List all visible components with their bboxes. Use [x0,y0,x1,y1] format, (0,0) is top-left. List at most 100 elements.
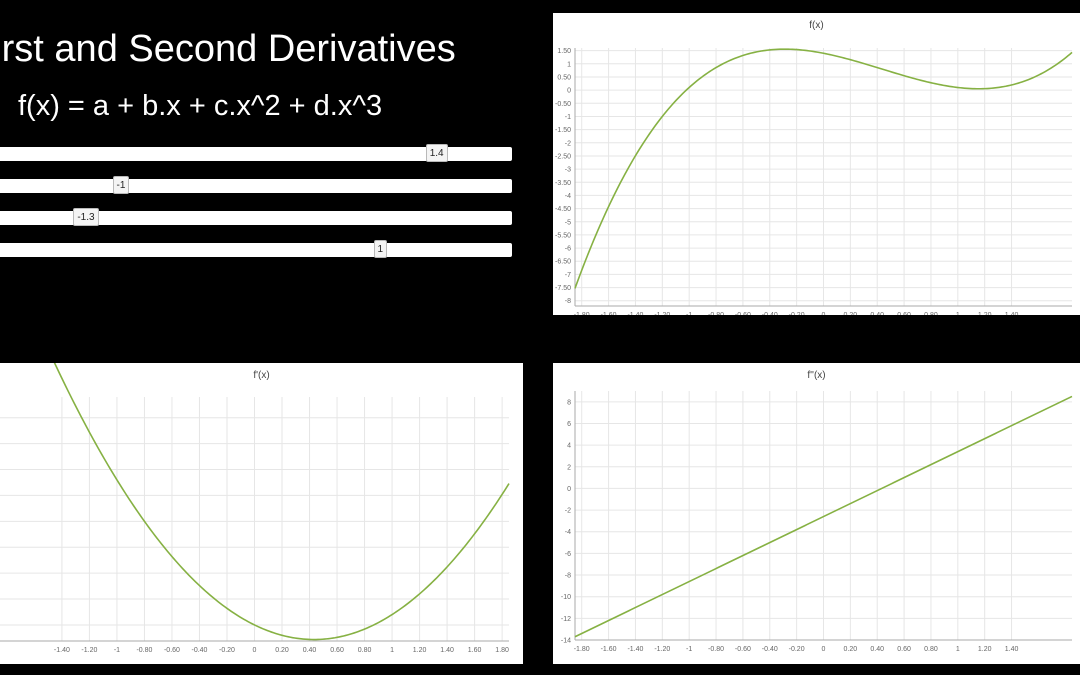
chart-title: f'(x) [253,370,269,381]
x-tick-label: 1.60 [468,647,482,654]
y-tick-label: 8 [567,399,571,406]
x-tick-label: 0.20 [844,646,858,653]
y-tick-label: -5.50 [555,232,571,239]
x-tick-label: -0.80 [136,647,152,654]
x-tick-label: -0.20 [789,312,805,315]
series-line [574,395,1073,638]
x-tick-label: -1.60 [601,312,617,315]
y-tick-label: 0 [567,486,571,493]
y-tick-label: -12 [561,616,571,623]
y-tick-label: -7.50 [555,285,571,292]
x-tick-label: 1 [390,647,394,654]
x-tick-label: -1.40 [627,312,643,315]
x-tick-label: -0.80 [708,312,724,315]
x-tick-label: -1.80 [574,312,590,315]
slider-d[interactable]: 1 [0,240,512,258]
x-tick-label: 0.40 [870,312,884,315]
y-tick-label: 2 [567,464,571,471]
y-tick-label: -1 [565,114,571,121]
x-tick-label: 1.40 [1005,312,1019,315]
x-tick-label: -0.20 [789,646,805,653]
y-tick-label: -4 [565,193,571,200]
chart-f: f(x) -1.80 -1.60 -1.40 -1.20 -1 -0.80 -0.60 -0.4… [553,13,1080,315]
slider-d-handle[interactable]: 1 [373,240,388,258]
x-tick-label: -1 [686,312,692,315]
slider-b[interactable]: -1 [0,176,512,194]
x-tick-label: 0.20 [275,647,289,654]
x-tick-label: 1.40 [440,647,454,654]
y-tick-label: -4 [565,529,571,536]
chart-f-svg: f(x) -1.80 -1.60 -1.40 -1.20 -1 -0.80 -0.60 -0.4… [555,20,1073,315]
x-tick-label: 0.60 [897,312,911,315]
x-tick-label: 0 [822,312,826,315]
chart-f-double-prime: f''(x) -1.80 -1.60 -1.40 -1.20 -1 -0.80 -0.60 -0… [553,363,1080,664]
x-tick-label: 1.20 [413,647,427,654]
x-tick-label: -0.60 [735,312,751,315]
x-tick-label: -1 [114,647,120,654]
y-tick-label: -5 [565,219,571,226]
series-line [574,48,1073,289]
x-tick-label: 0.20 [844,312,858,315]
x-tick-label: 1 [956,646,960,653]
y-tick-label: -2 [565,140,571,147]
chart-title: f''(x) [807,370,825,381]
y-tick-label: -2.50 [555,153,571,160]
x-tick-label: -0.40 [762,646,778,653]
formula-label: f(x) = a + b.x + c.x^2 + d.x^3 [18,90,383,122]
slider-b-handle[interactable]: -1 [112,176,130,194]
x-tick-label: 1.20 [978,646,992,653]
x-tick-label: 1.20 [978,312,992,315]
y-tick-label: 0.50 [557,74,571,81]
x-tick-label: -0.40 [191,647,207,654]
y-tick-label: -14 [561,638,571,645]
slider-c[interactable]: -1.3 [0,208,512,226]
x-tick-label: 0.60 [330,647,344,654]
y-tick-label: -3 [565,167,571,174]
x-tick-label: -0.60 [735,646,751,653]
x-tick-label: -0.60 [164,647,180,654]
x-tick-label: 1 [956,312,960,315]
slider-a-handle[interactable]: 1.4 [425,144,448,162]
x-tick-label: -0.20 [219,647,235,654]
x-tick-label: -1.60 [601,646,617,653]
y-tick-label: -3.50 [555,180,571,187]
x-tick-label: -1.20 [654,312,670,315]
x-tick-label: 0.60 [897,646,911,653]
y-tick-label: 1 [567,61,571,68]
y-tick-label: -6 [565,551,571,558]
series-line [53,363,510,641]
header: First and Second Derivatives f(x) = a + … [0,0,545,140]
x-tick-label: 0 [822,646,826,653]
y-tick-label: 1.50 [557,48,571,55]
y-tick-label: -8 [565,298,571,305]
y-tick-label: 4 [567,443,571,450]
slider-a[interactable]: 1.4 [0,144,512,162]
x-tick-label: 0.80 [924,646,938,653]
slider-c-handle[interactable]: -1.3 [73,208,99,226]
y-tick-label: -4.50 [555,206,571,213]
chart-f-prime-svg: f'(x) -1.40 -1.20 -1 -0.80 -0.60 -0.40 -0.20 0 0.… [0,363,510,654]
x-tick-label: 1.40 [1005,646,1019,653]
x-tick-label: -1.40 [54,647,70,654]
y-tick-label: -1.50 [555,127,571,134]
x-tick-label: -1.20 [654,646,670,653]
y-tick-label: -8 [565,573,571,580]
x-tick-label: -1.80 [574,646,590,653]
y-tick-label: -6.50 [555,259,571,266]
y-tick-label: 6 [567,421,571,428]
x-tick-label: 1.80 [495,647,509,654]
y-tick-label: 0 [567,88,571,95]
x-tick-label: 0.80 [924,312,938,315]
y-tick-label: -2 [565,508,571,515]
x-tick-label: 0 [253,647,257,654]
x-tick-label: -1 [686,646,692,653]
page-title: First and Second Derivatives [0,28,456,70]
y-tick-label: -0.50 [555,101,571,108]
x-tick-label: -1.40 [627,646,643,653]
y-tick-label: -6 [565,246,571,253]
x-tick-label: 0.40 [870,646,884,653]
y-tick-label: -7 [565,272,571,279]
x-tick-label: 0.40 [303,647,317,654]
x-tick-label: 0.80 [358,647,372,654]
chart-title: f(x) [809,20,823,31]
